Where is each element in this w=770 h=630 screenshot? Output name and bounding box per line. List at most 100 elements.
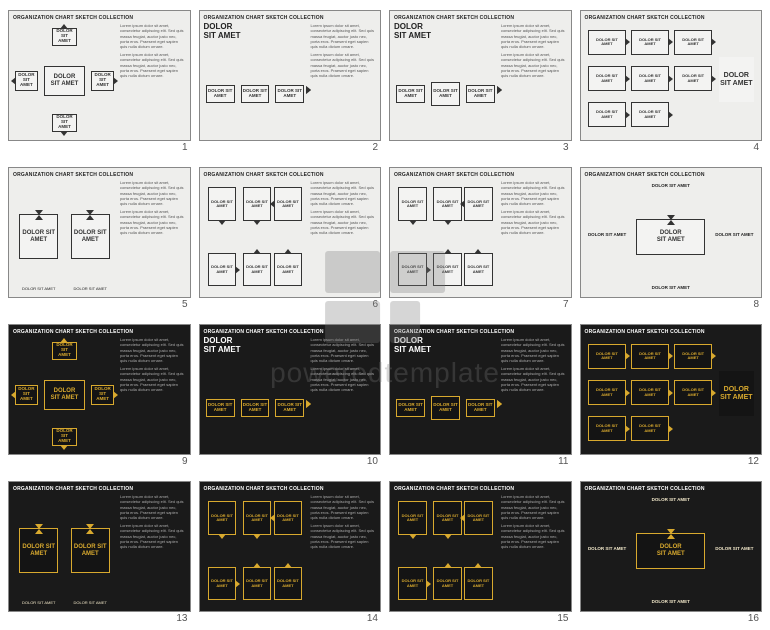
- diagram-box: DOLOR SIT AMET: [431, 396, 460, 420]
- thumbnail-cell: ORGANIZATION CHART SKETCH COLLECTION DOL…: [389, 324, 572, 467]
- diagram-box: DOLOR SIT AMET: [466, 399, 495, 417]
- diagram-box: DOLOR SIT AMET: [52, 114, 77, 132]
- diagram-box: DOLOR SIT AMET: [631, 66, 669, 91]
- slide-collection-title: ORGANIZATION CHART SKETCH COLLECTION: [13, 329, 186, 335]
- diagram-box: DOLOR SIT AMET: [464, 187, 493, 221]
- slide-collection-title: ORGANIZATION CHART SKETCH COLLECTION: [204, 329, 377, 335]
- caption: DOLOR SIT AMET: [71, 286, 110, 291]
- thumbnail-grid: ORGANIZATION CHART SKETCH COLLECTION DOL…: [0, 0, 770, 630]
- body-text-column: Lorem ipsum dolor sit amet, consectetur …: [501, 494, 567, 607]
- body-text-column: Lorem ipsum dolor sit amet, consectetur …: [120, 23, 186, 136]
- slide-number: 11: [389, 455, 572, 467]
- thumbnail-cell: ORGANIZATION CHART SKETCH COLLECTION DOL…: [199, 10, 382, 153]
- caption: DOLOR SIT AMET: [585, 183, 758, 189]
- diagram-box: DOLOR SIT AMET: [206, 399, 235, 417]
- diagram-box: DOLOR SIT AMET: [19, 528, 58, 573]
- slide-number: 6: [199, 298, 382, 310]
- big-title: DOLORSIT AMET: [204, 23, 307, 40]
- diagram-box: DOLOR SIT AMET: [398, 501, 427, 535]
- diagram-chain: DOLOR SIT AMET DOLOR SIT AMET DOLOR SIT …: [394, 357, 497, 450]
- big-title: DOLORSIT AMET: [394, 337, 497, 354]
- caption: DOLOR SIT AMET: [585, 497, 758, 503]
- diagram-box: DOLOR SIT AMET: [91, 71, 114, 91]
- body-text-column: Lorem ipsum dolor sit amet, consectetur …: [310, 180, 376, 293]
- slide-thumbnail[interactable]: ORGANIZATION CHART SKETCH COLLECTION DOL…: [8, 481, 191, 612]
- diagram-box: DOLOR SIT AMET: [208, 501, 237, 535]
- slide-number: 15: [389, 612, 572, 624]
- diagram-pair2: DOLOR SIT AMET DOLOR SIT AMET DOLOR SIT …: [13, 180, 116, 293]
- diagram-box: DOLOR SIT AMET: [275, 85, 304, 103]
- slide-number: 1: [8, 141, 191, 153]
- diagram-box: DOLORSIT AMET: [44, 380, 85, 409]
- slide-thumbnail[interactable]: ORGANIZATION CHART SKETCH COLLECTION DOL…: [199, 10, 382, 141]
- caption: DOLOR SIT AMET: [585, 599, 758, 605]
- slide-thumbnail[interactable]: ORGANIZATION CHART SKETCH COLLECTION DOL…: [580, 324, 763, 455]
- body-text-column: Lorem ipsum dolor sit amet, consectetur …: [120, 494, 186, 607]
- slide-thumbnail[interactable]: ORGANIZATION CHART SKETCH COLLECTION DOL…: [8, 10, 191, 141]
- slide-collection-title: ORGANIZATION CHART SKETCH COLLECTION: [13, 486, 186, 492]
- slide-number: 5: [8, 298, 191, 310]
- diagram-box: DOLOR SIT AMET: [588, 416, 626, 441]
- diagram-box: DOLOR SIT AMET: [631, 102, 669, 127]
- diagram-box: DOLOR SIT AMET: [674, 66, 712, 91]
- slide-thumbnail[interactable]: ORGANIZATION CHART SKETCH COLLECTION DOL…: [389, 324, 572, 455]
- slide-collection-title: ORGANIZATION CHART SKETCH COLLECTION: [585, 15, 758, 21]
- diagram-box: DOLOR SIT AMET: [398, 567, 427, 601]
- slide-thumbnail[interactable]: ORGANIZATION CHART SKETCH COLLECTION DOL…: [199, 481, 382, 612]
- slide-thumbnail[interactable]: ORGANIZATION CHART SKETCH COLLECTION DOL…: [389, 481, 572, 612]
- diagram-box: DOLOR SIT AMET: [464, 501, 493, 535]
- diagram-chain: DOLOR SIT AMET DOLOR SIT AMET DOLOR SIT …: [204, 43, 307, 136]
- caption: DOLOR SIT AMET: [588, 546, 626, 552]
- diagram-box: DOLOR SIT AMET: [52, 428, 77, 446]
- diagram-box: DOLOR SIT AMET: [464, 253, 493, 287]
- thumbnail-cell: ORGANIZATION CHART SKETCH COLLECTION DOL…: [580, 481, 763, 624]
- diagram-box: DOLORSIT AMET: [636, 533, 705, 569]
- diagram-box: DOLOR SIT AMET: [631, 30, 669, 55]
- diagram-box: DOLOR SIT AMET: [674, 344, 712, 369]
- slide-thumbnail[interactable]: ORGANIZATION CHART SKETCH COLLECTION DOL…: [8, 167, 191, 298]
- slide-thumbnail[interactable]: ORGANIZATION CHART SKETCH COLLECTION DOL…: [8, 324, 191, 455]
- slide-thumbnail[interactable]: ORGANIZATION CHART SKETCH COLLECTION DOL…: [199, 324, 382, 455]
- diagram-box: DOLOR SIT AMET: [208, 253, 237, 287]
- diagram-cross4: DOLORSIT AMET DOLOR SIT AMET DOLOR SIT A…: [13, 337, 116, 450]
- diagram-box: DOLOR SIT AMET: [243, 501, 272, 535]
- slide-thumbnail[interactable]: ORGANIZATION CHART SKETCH COLLECTION DOL…: [580, 481, 763, 612]
- diagram-box: DOLOR SIT AMET: [588, 30, 626, 55]
- diagram-box: DOLOR SIT AMET: [588, 102, 626, 127]
- diagram-cluster6: DOLOR SIT AMETDOLOR SIT AMETDOLOR SIT AM…: [204, 180, 307, 293]
- diagram-single4: DOLORSIT AMET DOLOR SIT AMET DOLOR SIT A…: [585, 494, 758, 607]
- slide-collection-title: ORGANIZATION CHART SKETCH COLLECTION: [585, 486, 758, 492]
- diagram-box: DOLOR SIT AMET: [398, 253, 427, 287]
- body-text-column: Lorem ipsum dolor sit amet, consectetur …: [310, 23, 376, 136]
- diagram-box: DOLORSIT AMET: [636, 219, 705, 255]
- slide-thumbnail[interactable]: ORGANIZATION CHART SKETCH COLLECTION DOL…: [199, 167, 382, 298]
- slide-collection-title: ORGANIZATION CHART SKETCH COLLECTION: [204, 15, 377, 21]
- slide-thumbnail[interactable]: ORGANIZATION CHART SKETCH COLLECTION DOL…: [580, 10, 763, 141]
- slide-collection-title: ORGANIZATION CHART SKETCH COLLECTION: [204, 486, 377, 492]
- body-text-column: Lorem ipsum dolor sit amet, consectetur …: [501, 180, 567, 293]
- diagram-box: DOLOR SIT AMET: [275, 399, 304, 417]
- body-text-column: Lorem ipsum dolor sit amet, consectetur …: [120, 180, 186, 293]
- diagram-box: DOLOR SIT AMET: [243, 567, 272, 601]
- slide-number: 10: [199, 455, 382, 467]
- diagram-box: DOLOR SIT AMET: [631, 380, 669, 405]
- diagram-box: DOLOR SIT AMET: [243, 253, 272, 287]
- thumbnail-cell: ORGANIZATION CHART SKETCH COLLECTION DOL…: [580, 10, 763, 153]
- slide-collection-title: ORGANIZATION CHART SKETCH COLLECTION: [585, 172, 758, 178]
- slide-collection-title: ORGANIZATION CHART SKETCH COLLECTION: [394, 486, 567, 492]
- slide-thumbnail[interactable]: ORGANIZATION CHART SKETCH COLLECTION DOL…: [389, 10, 572, 141]
- diagram-box: DOLOR SIT AMET: [431, 82, 460, 106]
- slide-number: 8: [580, 298, 763, 310]
- slide-number: 3: [389, 141, 572, 153]
- diagram-cluster6: DOLOR SIT AMETDOLOR SIT AMETDOLOR SIT AM…: [204, 494, 307, 607]
- slide-thumbnail[interactable]: ORGANIZATION CHART SKETCH COLLECTION DOL…: [389, 167, 572, 298]
- slide-collection-title: ORGANIZATION CHART SKETCH COLLECTION: [585, 329, 758, 335]
- slide-number: 4: [580, 141, 763, 153]
- slide-number: 14: [199, 612, 382, 624]
- body-text-column: Lorem ipsum dolor sit amet, consectetur …: [310, 337, 376, 450]
- big-label: DOLORSIT AMET: [719, 371, 754, 416]
- diagram-box: DOLOR SIT AMET: [674, 30, 712, 55]
- body-text-column: Lorem ipsum dolor sit amet, consectetur …: [501, 23, 567, 136]
- big-title: DOLORSIT AMET: [204, 337, 307, 354]
- slide-thumbnail[interactable]: ORGANIZATION CHART SKETCH COLLECTION DOL…: [580, 167, 763, 298]
